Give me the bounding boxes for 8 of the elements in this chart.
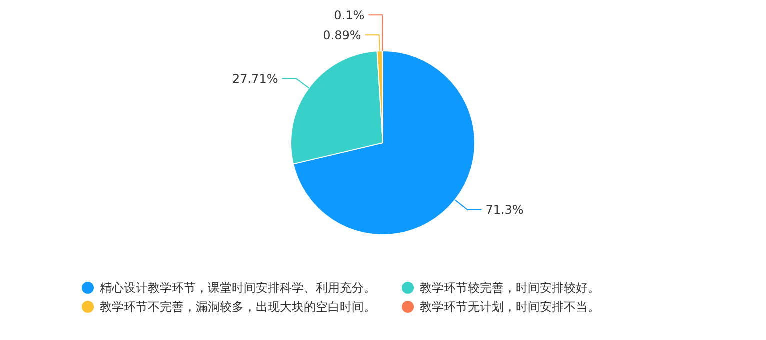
data-label: 0.1% [334, 8, 365, 22]
data-label: 71.3% [486, 203, 524, 218]
legend-label: 教学环节较完善，时间安排较好。 [420, 281, 600, 296]
legend-label: 教学环节不完善，漏洞较多，出现大块的空白时间。 [100, 300, 376, 314]
legend-label: 教学环节无计划，时间安排不当。 [420, 300, 600, 314]
data-label: 27.71% [232, 72, 278, 86]
legend-label: 精心设计教学环节，课堂时间安排科学、利用充分。 [100, 281, 376, 296]
data-label: 0.89% [323, 28, 362, 42]
